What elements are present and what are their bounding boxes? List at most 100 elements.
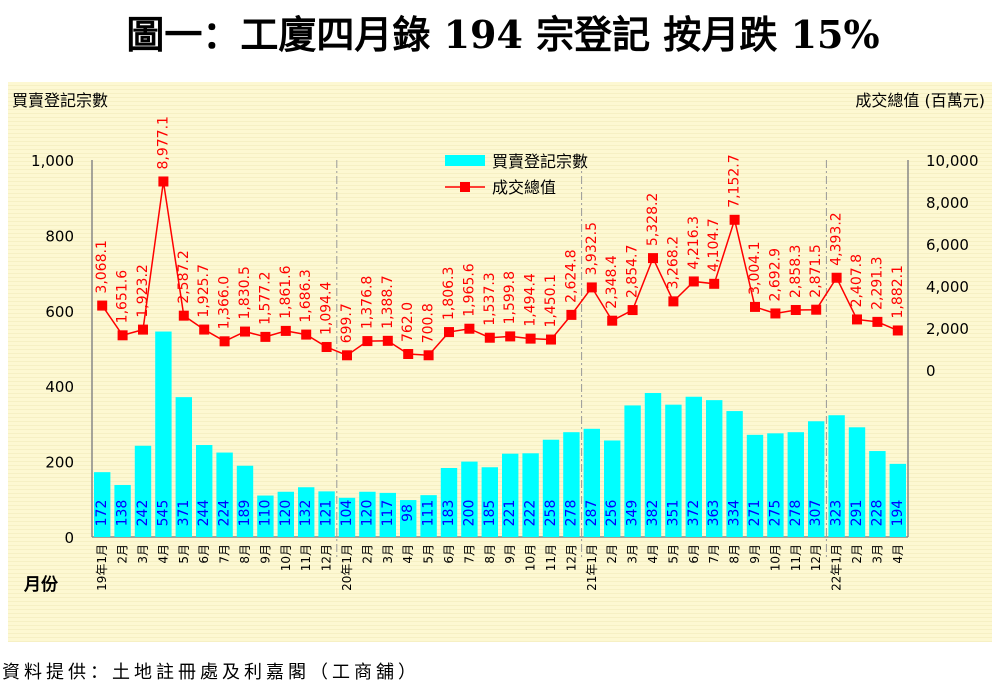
line-value-label: 4,393.2 — [829, 212, 845, 265]
x-tick-label: 2月 — [605, 544, 619, 564]
bar — [869, 451, 886, 537]
bar-value-label: 545 — [155, 500, 171, 527]
line-marker — [892, 325, 903, 336]
bar — [359, 491, 376, 537]
right-tick-label: 2,000 — [926, 320, 969, 338]
bar-value-label: 222 — [523, 500, 539, 527]
line-marker — [627, 305, 638, 316]
line-value-label: 8,977.1 — [155, 116, 171, 169]
line-marker — [770, 308, 781, 319]
left-tick-label: 200 — [45, 454, 74, 472]
bar — [706, 400, 723, 537]
bar-value-label: 372 — [686, 500, 702, 527]
left-tick-label: 0 — [64, 529, 74, 547]
bar — [338, 497, 356, 537]
bar — [624, 405, 641, 537]
bar-value-label: 242 — [135, 500, 151, 527]
line-marker — [648, 253, 658, 264]
x-tick-label: 22年1月 — [830, 544, 844, 591]
bar-value-label: 244 — [196, 500, 212, 527]
left-tick-label: 600 — [45, 303, 74, 321]
bar — [726, 411, 743, 537]
bar — [808, 421, 825, 537]
bar-value-label: 382 — [645, 500, 661, 527]
bar — [644, 392, 662, 537]
bar-value-label: 349 — [625, 500, 641, 527]
x-axis-title: 月份 — [23, 574, 59, 595]
x-tick-label: 3月 — [136, 544, 150, 564]
line-marker — [709, 278, 720, 289]
bar — [257, 495, 274, 537]
legend-bar-swatch — [445, 155, 485, 166]
bar — [420, 495, 437, 537]
line-marker — [423, 350, 434, 361]
bar-value-label: 258 — [543, 500, 559, 527]
right-tick-label: 10,000 — [926, 152, 979, 170]
bar-value-label: 221 — [502, 500, 518, 527]
line-marker — [831, 272, 842, 283]
x-tick-label: 5月 — [422, 544, 436, 564]
bar — [481, 467, 498, 537]
bar-value-label: 117 — [380, 500, 396, 527]
bar-value-label: 351 — [665, 500, 681, 527]
bar — [746, 434, 764, 537]
line-value-label: 4,104.7 — [706, 218, 722, 271]
bar — [889, 463, 906, 537]
legend-line-marker — [460, 182, 470, 192]
line-value-label: 1,651.6 — [115, 270, 131, 324]
x-tick-label: 7月 — [462, 544, 476, 564]
x-tick-label: 8月 — [483, 544, 497, 564]
bar — [685, 396, 702, 537]
bar — [767, 433, 784, 537]
bar — [318, 491, 335, 537]
line-marker — [525, 333, 536, 344]
x-tick-label: 10月 — [524, 544, 538, 571]
bar — [522, 453, 539, 537]
line-value-label: 3,068.1 — [94, 240, 110, 293]
line-marker — [688, 276, 699, 287]
x-tick-label: 7月 — [707, 544, 721, 564]
line-value-label: 2,692.9 — [767, 248, 783, 301]
bar — [379, 492, 396, 537]
x-tick-label: 12月 — [320, 544, 334, 571]
value-line — [101, 181, 899, 357]
line-marker — [750, 301, 760, 312]
bar — [828, 415, 845, 537]
line-marker — [178, 310, 189, 321]
x-tick-label: 9月 — [503, 544, 517, 564]
bar — [604, 440, 621, 537]
bar — [134, 445, 152, 537]
bar — [114, 484, 131, 537]
line-marker — [464, 323, 475, 334]
bar-value-label: 138 — [115, 500, 131, 527]
line-value-label: 4,216.3 — [686, 216, 702, 269]
line-marker — [444, 327, 454, 338]
bar-value-label: 111 — [421, 500, 437, 527]
line-marker — [668, 296, 679, 307]
bar — [298, 487, 315, 537]
line-value-label: 2,871.5 — [808, 244, 824, 297]
x-tick-label: 21年1月 — [585, 544, 599, 591]
bar-value-label: 287 — [584, 500, 600, 527]
x-tick-label: 3月 — [381, 544, 395, 564]
line-value-label: 762.0 — [400, 302, 416, 342]
line-value-label: 2,587.2 — [176, 250, 192, 303]
line-value-label: 1,094.4 — [319, 281, 335, 335]
bar-value-label: 256 — [604, 500, 620, 527]
line-marker — [566, 309, 577, 320]
bar — [502, 453, 519, 537]
bar-value-label: 183 — [441, 500, 457, 527]
left-tick-label: 1,000 — [31, 152, 74, 170]
line-value-label: 7,152.7 — [727, 154, 743, 207]
bar — [277, 491, 294, 537]
bar-value-label: 278 — [788, 500, 804, 527]
x-tick-label: 12月 — [564, 544, 578, 571]
x-tick-label: 4月 — [891, 544, 905, 564]
bar-value-label: 120 — [359, 500, 375, 527]
line-value-label: 1,882.1 — [890, 265, 906, 318]
line-value-label: 2,624.8 — [563, 249, 579, 302]
bar — [787, 432, 804, 537]
line-marker — [260, 331, 271, 342]
bar-value-label: 132 — [298, 500, 314, 527]
line-marker — [586, 282, 597, 293]
